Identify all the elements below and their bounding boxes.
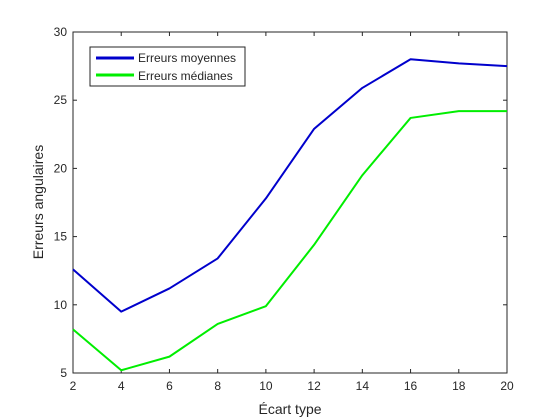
y-axis-title: Erreurs angulaires [30, 145, 46, 259]
x-tick-label: 4 [118, 379, 125, 393]
x-tick-label: 18 [452, 379, 466, 393]
y-tick-label: 30 [54, 25, 68, 39]
x-tick-label: 16 [404, 379, 418, 393]
x-tick-label: 2 [70, 379, 77, 393]
y-tick-label: 5 [60, 366, 67, 380]
legend-label-erreurs-medianes: Erreurs médianes [138, 69, 233, 83]
x-axis-title: Écart type [258, 401, 321, 417]
y-tick-label: 25 [54, 93, 68, 107]
x-tick-label: 14 [356, 379, 370, 393]
series-line-erreurs-moyennes [72, 58, 508, 313]
x-tick-label: 10 [259, 379, 273, 393]
y-tick-label: 20 [54, 161, 68, 175]
x-tick-label: 6 [166, 379, 173, 393]
legend-label-erreurs-moyennes: Erreurs moyennes [138, 51, 236, 65]
series-line-erreurs-medianes [72, 110, 507, 372]
plot-area [72, 31, 508, 374]
y-tick-label: 15 [54, 230, 68, 244]
legend: Erreurs moyennes Erreurs médianes [89, 46, 246, 87]
axis-ticks: 2 4 6 8 10 12 14 16 18 20 5 10 15 20 25 30 [54, 25, 514, 393]
x-tick-label: 20 [500, 379, 514, 393]
y-tick-label: 10 [54, 298, 68, 312]
legend-box [89, 46, 246, 87]
x-tick-label: 8 [214, 379, 221, 393]
series-lines [72, 58, 508, 372]
x-tick-label: 12 [307, 379, 321, 393]
